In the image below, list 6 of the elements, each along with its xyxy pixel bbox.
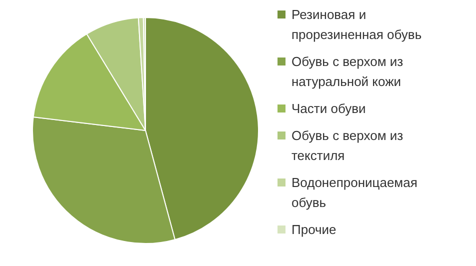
- legend-label: Водонепроницаемая обувь: [292, 175, 418, 210]
- legend-label: Прочие: [292, 222, 336, 237]
- legend-label: Обувь с верхом из натуральной кожи: [292, 54, 404, 89]
- legend-label: Резиновая и прорезиненная обувь: [292, 7, 422, 42]
- legend-label: Обувь с верхом из текстиля: [292, 128, 404, 163]
- legend-label: Части обуви: [292, 101, 366, 116]
